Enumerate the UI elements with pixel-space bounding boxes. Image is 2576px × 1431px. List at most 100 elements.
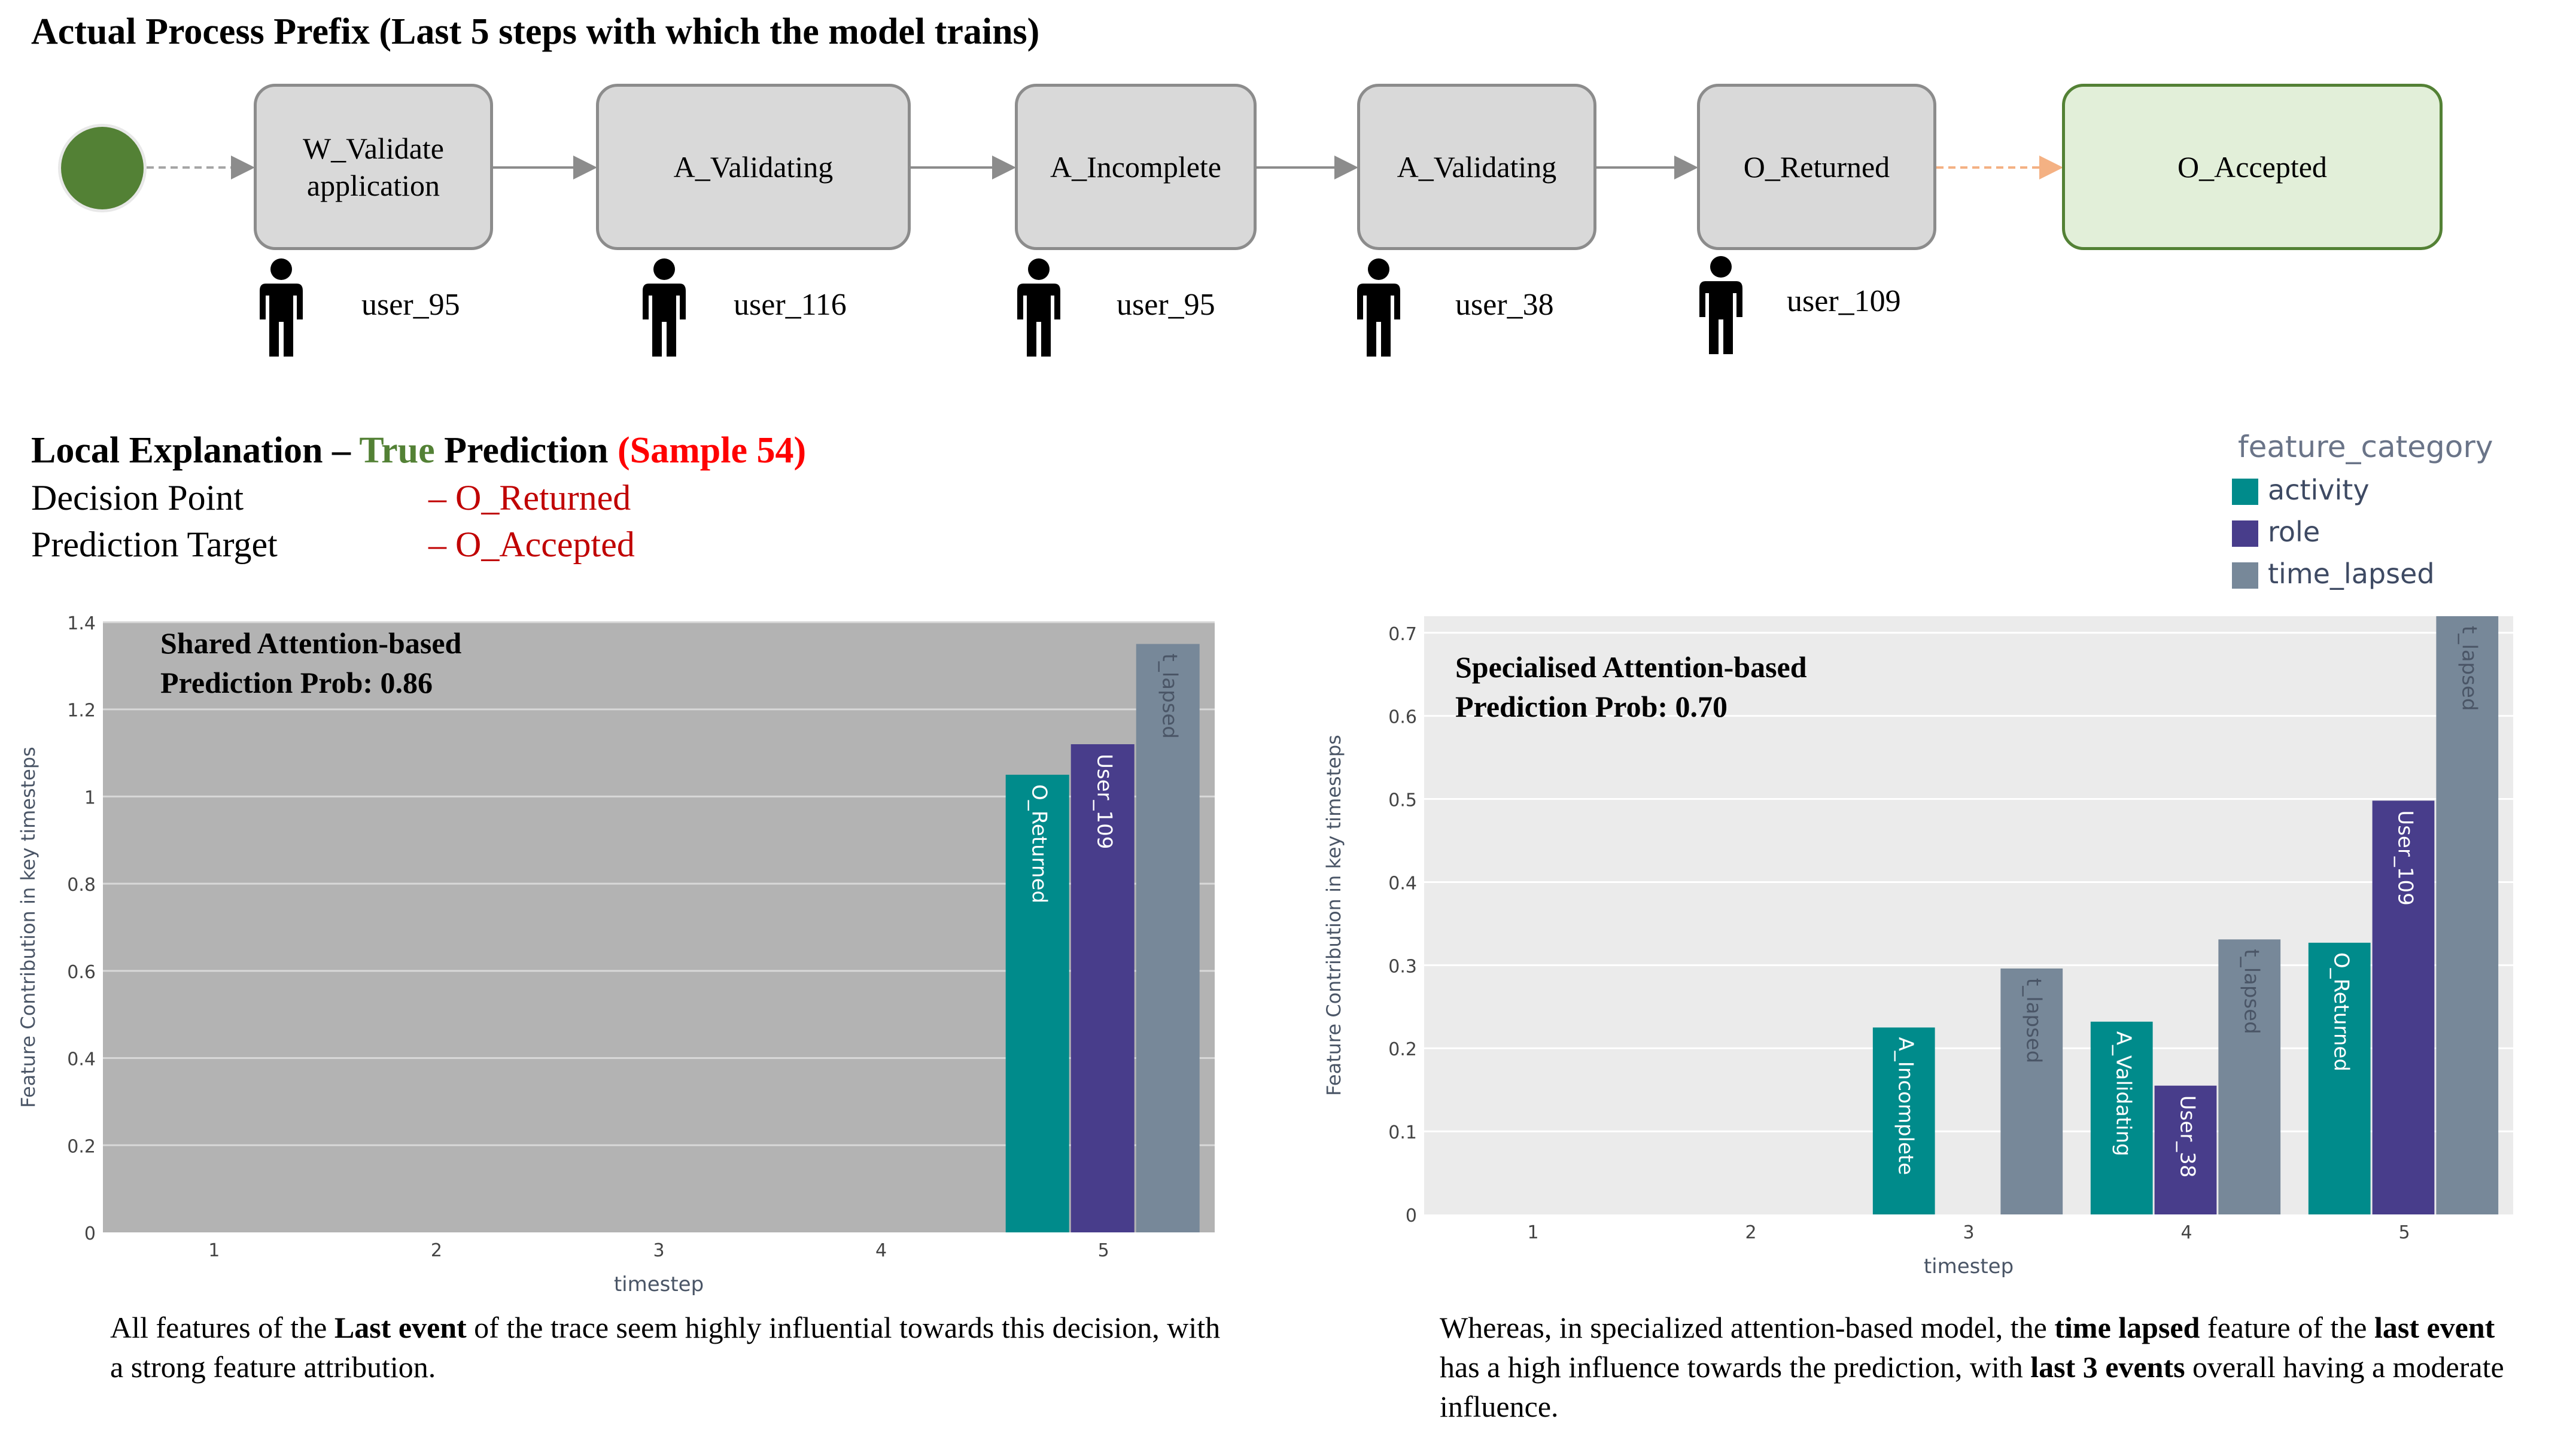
legend-label-time-lapsed: time_lapsed: [2268, 558, 2435, 590]
specialised-y-tick-label: 0.6: [1388, 707, 1417, 728]
caption-right-b3: last 3 events: [2030, 1350, 2185, 1384]
specialised-bar-label: A_Incomplete: [1894, 1037, 1918, 1176]
process-step-4-label: A_Validating: [1397, 150, 1557, 184]
process-step-5: O_Returned: [1697, 84, 1936, 250]
shared-y-axis-label: Feature Contribution in key timesteps: [17, 747, 39, 1108]
shared-y-tick-label: 0.2: [67, 1136, 96, 1157]
shared-y-tick-label: 0.6: [67, 962, 96, 983]
shared-y-tick-label: 0.8: [67, 875, 96, 896]
legend-title: feature_category: [2238, 430, 2493, 464]
user-label-5: user_109: [1787, 284, 1901, 318]
specialised-bar-activity: [1872, 1027, 1935, 1214]
specialised-x-tick-label: 3: [1963, 1222, 1974, 1243]
decision-point-label: Decision Point: [31, 478, 244, 517]
shared-bar-label: User_109: [1093, 754, 1117, 849]
specialised-y-tick-label: 0.1: [1388, 1122, 1417, 1143]
user-label-2: user_116: [734, 288, 847, 322]
person-icon: [1357, 258, 1400, 357]
process-step-1-line2: application: [306, 169, 440, 202]
process-target: O_Accepted: [2062, 84, 2443, 250]
caption-right-t1: Whereas, in specialized attention-based …: [1440, 1311, 2055, 1344]
shared-y-tick-label: 1: [84, 787, 96, 808]
process-target-label: O_Accepted: [2177, 150, 2327, 184]
shared-chart-title: Shared Attention-based: [160, 626, 462, 660]
shared-x-tick-label: 4: [875, 1240, 887, 1261]
specialised-x-axis-label: timestep: [1924, 1255, 2014, 1278]
shared-y-tick-label: 1.4: [67, 613, 96, 634]
specialised-bar-label: t_lapsed: [2239, 949, 2263, 1034]
person-icon: [643, 258, 686, 357]
caption-right-t2: feature of the: [2200, 1311, 2374, 1344]
legend-label-role: role: [2268, 516, 2320, 548]
legend-swatch-time-lapsed: [2232, 562, 2258, 589]
process-step-4: A_Validating: [1357, 84, 1596, 250]
shared-x-tick-label: 1: [208, 1240, 220, 1261]
caption-left-b1: Last event: [334, 1311, 467, 1344]
shared-chart-subtitle: Prediction Prob: 0.86: [160, 666, 433, 699]
explanation-title: Local Explanation – True Prediction (Sam…: [31, 430, 806, 472]
specialised-bar-label: t_lapsed: [2457, 626, 2481, 711]
specialised-y-tick-label: 0.4: [1388, 873, 1417, 894]
specialised-x-tick-label: 2: [1745, 1222, 1756, 1243]
process-step-3: A_Incomplete: [1015, 84, 1257, 250]
start-event-circle: [61, 127, 144, 209]
specialised-chart-subtitle: Prediction Prob: 0.70: [1455, 690, 1728, 723]
shared-x-tick-label: 3: [653, 1240, 664, 1261]
sample-label: (Sample 54): [618, 430, 807, 471]
explanation-prefix: Local Explanation –: [31, 430, 360, 471]
specialised-y-tick-label: 0.2: [1388, 1039, 1417, 1060]
prediction-word: Prediction: [434, 430, 618, 471]
process-connectors: [147, 156, 2063, 179]
person-icon: [260, 258, 303, 357]
specialised-bar-role: [2372, 800, 2435, 1214]
user-label-3: user_95: [1117, 288, 1215, 322]
specialised-chart-title: Specialised Attention-based: [1455, 650, 1807, 684]
caption-right-b1: time lapsed: [2054, 1311, 2200, 1344]
caption-left-t2: of the trace seem highly influential tow…: [110, 1311, 1221, 1384]
process-step-2: A_Validating: [596, 84, 911, 250]
specialised-y-axis-label: Feature Contribution in key timesteps: [1322, 735, 1345, 1096]
shared-bar-label: t_lapsed: [1158, 653, 1182, 738]
caption-left-t1: All features of the: [110, 1311, 334, 1344]
prediction-target-value: – O_Accepted: [428, 525, 635, 564]
process-step-2-label: A_Validating: [673, 150, 834, 184]
shared-bar-activity: [1005, 775, 1069, 1232]
specialised-x-tick-label: 4: [2180, 1222, 2192, 1243]
specialised-y-tick-label: 0.3: [1388, 956, 1417, 977]
shared-x-tick-label: 2: [431, 1240, 442, 1261]
specialised-bar-time_lapsed: [2218, 939, 2281, 1214]
decision-point-value: – O_Returned: [428, 478, 631, 517]
shared-y-tick-label: 1.2: [67, 701, 96, 721]
shared-bar-time_lapsed: [1136, 644, 1200, 1232]
shared-bar-role: [1070, 744, 1135, 1232]
specialised-bar-label: O_Returned: [2329, 952, 2353, 1071]
caption-right-t3: has a high influence towards the predict…: [1440, 1350, 2031, 1384]
specialised-x-tick-label: 1: [1527, 1222, 1538, 1243]
person-icon: [1017, 258, 1060, 357]
specialised-bar-activity: [2308, 942, 2371, 1214]
user-label-4: user_38: [1455, 288, 1554, 322]
specialised-bar-label: User_109: [2393, 810, 2417, 905]
person-icon: [1699, 256, 1742, 354]
caption-right: Whereas, in specialized attention-based …: [1440, 1308, 2517, 1426]
legend-swatch-activity: [2232, 479, 2258, 505]
specialised-bar-role: [2154, 1085, 2217, 1214]
legend-swatch-role: [2232, 520, 2258, 547]
specialised-bar-time_lapsed: [2436, 616, 2499, 1214]
process-step-1-line1: W_Validate: [302, 132, 444, 165]
shared-y-tick-label: 0: [84, 1223, 96, 1244]
process-step-3-label: A_Incomplete: [1050, 150, 1221, 184]
process-step-1: W_Validate application: [254, 84, 493, 250]
caption-right-b2: last event: [2374, 1311, 2495, 1344]
shared-y-tick-label: 0.4: [67, 1049, 96, 1070]
shared-x-axis-label: timestep: [614, 1272, 704, 1296]
caption-left: All features of the Last event of the tr…: [110, 1308, 1235, 1387]
true-word: True: [359, 430, 435, 471]
shared-x-tick-label: 5: [1098, 1240, 1109, 1261]
prediction-target-label: Prediction Target: [31, 525, 278, 564]
specialised-bar-label: t_lapsed: [2021, 978, 2045, 1063]
user-label-1: user_95: [361, 288, 460, 322]
shared-bar-label: O_Returned: [1027, 784, 1051, 903]
legend-label-activity: activity: [2268, 474, 2370, 506]
specialised-y-tick-label: 0.5: [1388, 790, 1417, 811]
